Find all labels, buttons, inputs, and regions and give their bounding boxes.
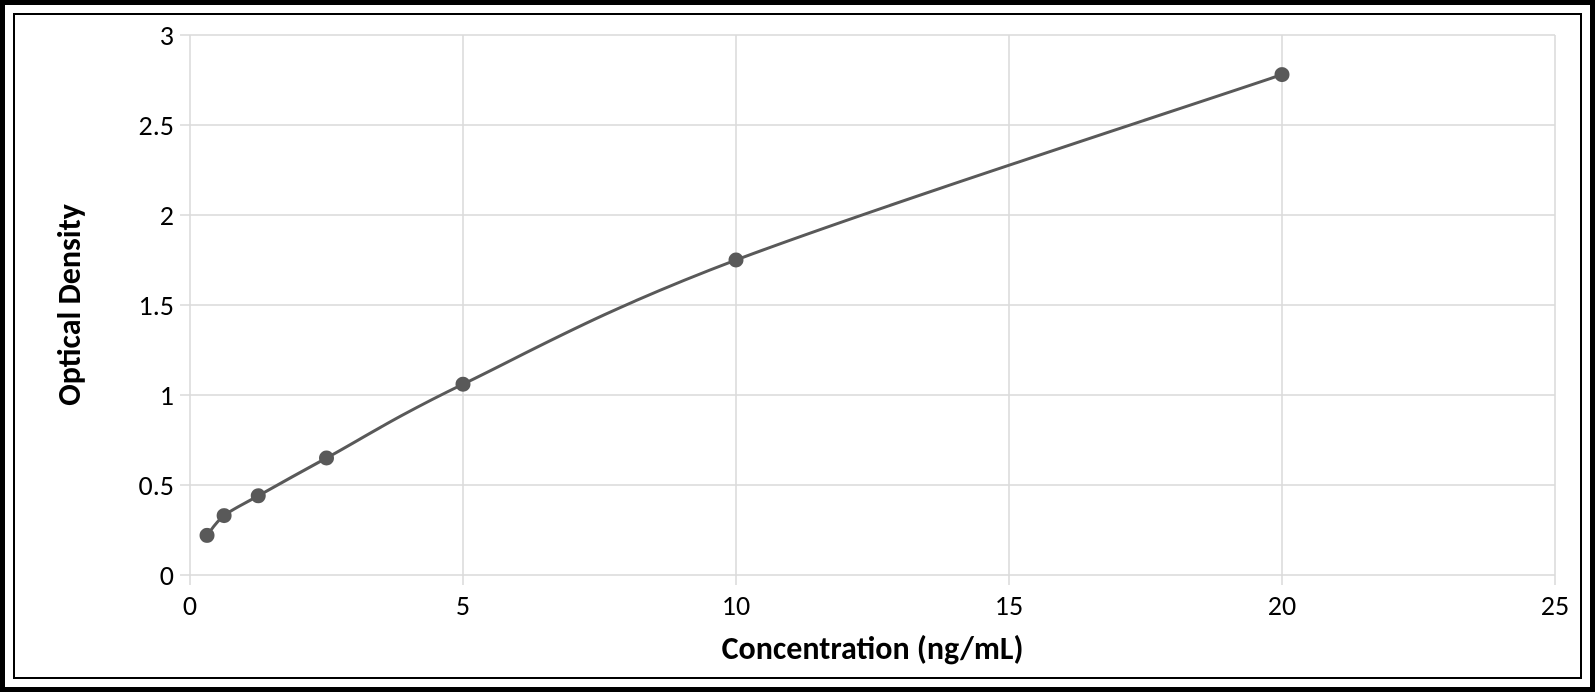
x-tick-label: 25 xyxy=(1541,588,1569,623)
y-tick-label: 3 xyxy=(160,18,174,53)
x-tick-label: 15 xyxy=(995,588,1023,623)
y-tick-label: 2.5 xyxy=(139,108,174,143)
y-tick-label: 2 xyxy=(160,198,174,233)
data-point xyxy=(456,377,470,391)
data-point xyxy=(1275,68,1289,82)
x-axis-label: Concentration (ng/mL) xyxy=(722,629,1024,668)
data-point xyxy=(251,489,265,503)
data-point xyxy=(200,528,214,542)
data-point xyxy=(729,253,743,267)
x-tick-label: 10 xyxy=(722,588,750,623)
chart-frame-outer: 0 5 10 15 20 25 0 0.5 1 1.5 2 2.5 3 Concentration (ng… xyxy=(0,0,1595,692)
x-tick-label: 0 xyxy=(183,588,197,623)
y-tick-label: 0.5 xyxy=(139,468,174,503)
x-tick-label: 20 xyxy=(1268,588,1296,623)
data-point xyxy=(217,509,231,523)
chart-svg: 0 5 10 15 20 25 0 0.5 1 1.5 2 2.5 3 Concentration (ng… xyxy=(15,15,1586,679)
y-axis-label: Optical Density xyxy=(50,204,89,406)
chart-frame-inner: 0 5 10 15 20 25 0 0.5 1 1.5 2 2.5 3 Concentration (ng… xyxy=(13,13,1582,679)
x-tick-label: 5 xyxy=(456,588,470,623)
y-tick-label: 0 xyxy=(160,558,174,593)
y-tick-label: 1.5 xyxy=(139,288,174,323)
data-point xyxy=(320,451,334,465)
y-tick-label: 1 xyxy=(160,378,174,413)
